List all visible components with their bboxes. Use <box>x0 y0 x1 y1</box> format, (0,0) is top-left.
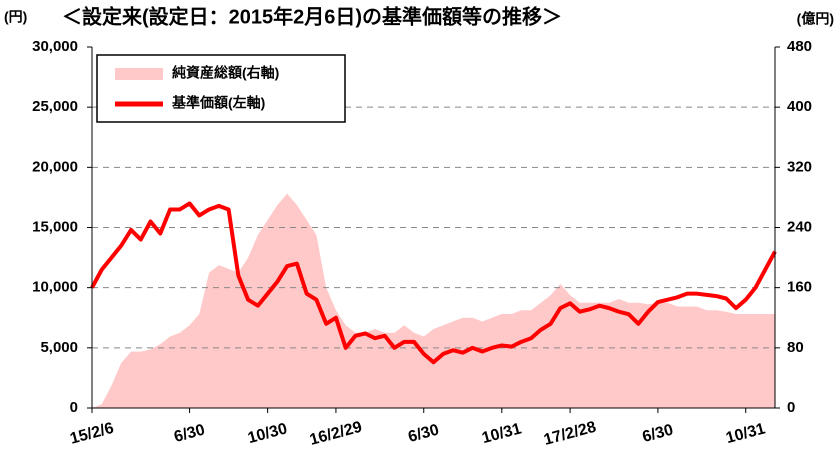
y-tick-label: 15,000 <box>32 218 78 235</box>
y-tick-label: 5,000 <box>40 339 78 356</box>
y2-tick-label: 400 <box>787 98 812 115</box>
x-tick-label: 10/31 <box>724 420 767 447</box>
legend-label: 純資産総額(右軸) <box>172 65 279 81</box>
y2-tick-label: 0 <box>787 399 795 416</box>
y-tick-label: 30,000 <box>32 38 78 55</box>
x-tick-label: 6/30 <box>406 421 441 446</box>
x-tick-label: 6/30 <box>172 421 207 446</box>
y-tick-label: 0 <box>70 399 78 416</box>
y-tick-label: 25,000 <box>32 98 78 115</box>
y2-unit: (億円) <box>797 11 834 27</box>
x-tick-label: 16/2/29 <box>308 419 364 449</box>
x-tick-label: 6/30 <box>641 421 676 446</box>
nav-line <box>90 201 777 365</box>
y-tick-label: 20,000 <box>32 158 78 175</box>
x-tick-label: 15/2/6 <box>68 420 115 448</box>
x-tick-label: 17/2/28 <box>542 419 598 449</box>
y2-tick-label: 320 <box>787 158 812 175</box>
x-tick-label: 10/30 <box>246 420 289 447</box>
y2-tick-label: 480 <box>787 38 812 55</box>
legend-label: 基準価額(左軸) <box>172 95 265 111</box>
y2-tick-label: 240 <box>787 218 812 235</box>
legend-box <box>96 54 346 123</box>
y2-tick-label: 80 <box>787 339 804 356</box>
net-assets-area <box>92 193 775 408</box>
legend-swatch <box>115 68 163 80</box>
x-tick-label: 10/31 <box>480 420 523 447</box>
y-tick-label: 10,000 <box>32 279 78 296</box>
chart-title: ＜設定来(設定日：2015年2月6日)の基準価額等の推移＞ <box>62 4 562 28</box>
y-unit: (円) <box>4 9 27 25</box>
y2-tick-label: 160 <box>787 279 812 296</box>
